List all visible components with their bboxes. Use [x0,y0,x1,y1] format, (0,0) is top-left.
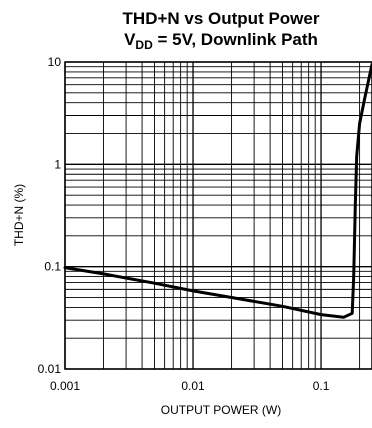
y-tick-label: 0.01 [38,362,62,376]
grid-lines [64,61,372,370]
x-tick-label: 0.1 [313,379,330,393]
y-tick-label: 0.1 [44,260,61,274]
series-lines [63,62,372,319]
x-tick-label: 0.001 [50,379,80,393]
y-tick-label: 10 [48,55,62,69]
chart-title-line1: THD+N vs Output Power [123,9,320,28]
thd-series-line [63,62,372,319]
x-tick-label: 0.01 [181,379,205,393]
chart-title-line2: VDD = 5V, Downlink Path [124,30,318,52]
y-axis-label: THD+N (%) [12,184,26,246]
plot-frame [64,61,372,370]
tick-labels: 0.001 0.01 0.1 10 1 0.1 0.01 [38,55,330,393]
y-tick-label: 1 [54,157,61,171]
x-axis-label: OUTPUT POWER (W) [161,403,281,417]
